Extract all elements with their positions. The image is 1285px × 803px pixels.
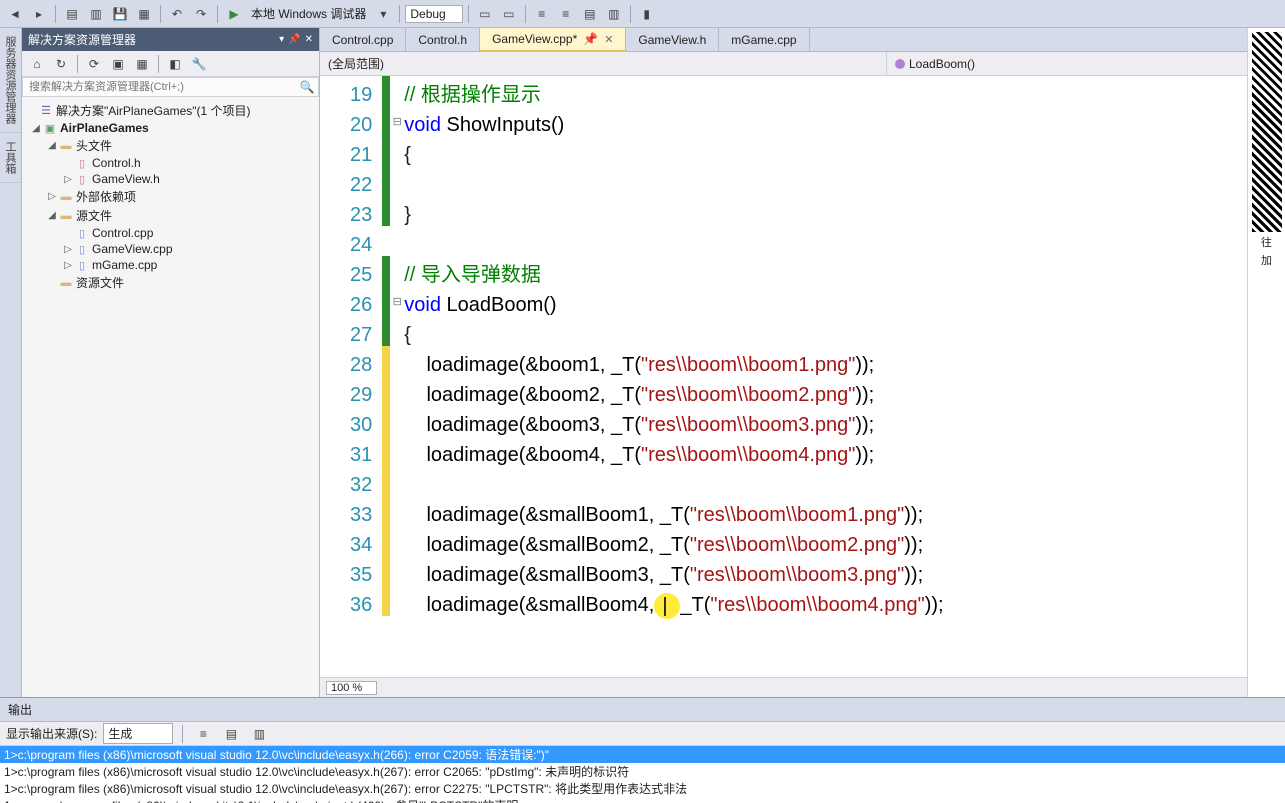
solution-explorer: 解决方案资源管理器 ▾ 📌 ✕ ⌂ ↻ ⟳ ▣ ▦ ◧ 🔧 🔍 ☰解决方案"Ai… xyxy=(22,28,320,697)
open-icon[interactable]: ▥ xyxy=(85,3,107,25)
pin-icon[interactable]: 📌 xyxy=(583,32,598,46)
qr-hint1: 往 xyxy=(1261,234,1272,250)
qr-code-icon xyxy=(1252,32,1282,232)
output-panel: 输出 显示输出来源(S): 生成 ≡ ▤ ▥ 1>c:\program file… xyxy=(0,697,1285,803)
nav-back-icon[interactable]: ◄ xyxy=(4,3,26,25)
output-toolbar: 显示输出来源(S): 生成 ≡ ▤ ▥ xyxy=(0,722,1285,746)
main-toolbar: ◄ ▸ ▤ ▥ 💾 ▦ ↶ ↷ ▶ 本地 Windows 调试器 ▾ Debug… xyxy=(0,0,1285,28)
left-tool-tabs: 服务器资源管理器 工具箱 xyxy=(0,28,22,697)
refresh-icon[interactable]: ⟳ xyxy=(83,53,105,75)
code-editor[interactable]: 192021222324252627282930313233343536 ⊟⊟ … xyxy=(320,76,1247,677)
dropdown-icon[interactable]: ▾ xyxy=(279,34,284,45)
comment-icon[interactable]: ▤ xyxy=(579,3,601,25)
toolbox-tab[interactable]: 工具箱 xyxy=(0,133,21,183)
zoom-combo[interactable]: 100 % xyxy=(326,681,377,695)
wrench-icon[interactable]: 🔧 xyxy=(188,53,210,75)
editor-tabs: Control.cpp Control.h GameView.cpp*📌✕ Ga… xyxy=(320,28,1247,52)
back-icon[interactable]: ↻ xyxy=(50,53,72,75)
new-icon[interactable]: ▤ xyxy=(61,3,83,25)
save-icon[interactable]: 💾 xyxy=(109,3,131,25)
scope-combo[interactable]: (全局范围) xyxy=(320,52,887,75)
showall-icon[interactable]: ▦ xyxy=(131,53,153,75)
solution-node[interactable]: ☰解决方案"AirPlaneGames"(1 个项目) xyxy=(22,101,319,120)
folder-external[interactable]: ▷▬外部依赖项 xyxy=(22,187,319,206)
tool-icon-1[interactable]: ▭ xyxy=(474,3,496,25)
explorer-search[interactable]: 🔍 xyxy=(22,77,319,97)
dropdown-icon[interactable]: ▾ xyxy=(372,3,394,25)
undo-icon[interactable]: ↶ xyxy=(166,3,188,25)
code-lines[interactable]: // 根据操作显示void ShowInputs(){}// 导入导弹数据voi… xyxy=(404,76,1247,677)
uncomment-icon[interactable]: ▥ xyxy=(603,3,625,25)
tab-gameview-h[interactable]: GameView.h xyxy=(626,28,719,51)
redo-icon[interactable]: ↷ xyxy=(190,3,212,25)
file-gameview-cpp[interactable]: ▷▯GameView.cpp xyxy=(22,241,319,257)
search-input[interactable] xyxy=(23,78,296,96)
clear-icon[interactable]: ▤ xyxy=(220,723,242,745)
properties-icon[interactable]: ◧ xyxy=(164,53,186,75)
project-node[interactable]: ◢▣AirPlaneGames xyxy=(22,120,319,136)
tab-gameview-cpp[interactable]: GameView.cpp*📌✕ xyxy=(480,28,626,52)
outline-column: ⊟⊟ xyxy=(390,76,404,677)
tab-mgame-cpp[interactable]: mGame.cpp xyxy=(719,28,809,51)
editor-area: Control.cpp Control.h GameView.cpp*📌✕ Ga… xyxy=(320,28,1247,697)
close-icon[interactable]: ✕ xyxy=(604,33,613,46)
member-combo[interactable]: LoadBoom() xyxy=(887,52,1247,75)
explorer-toolbar: ⌂ ↻ ⟳ ▣ ▦ ◧ 🔧 xyxy=(22,51,319,77)
debug-target-label[interactable]: 本地 Windows 调试器 xyxy=(247,5,370,22)
search-icon[interactable]: 🔍 xyxy=(296,80,318,94)
wrap-icon[interactable]: ▥ xyxy=(248,723,270,745)
output-body[interactable]: 1>c:\program files (x86)\microsoft visua… xyxy=(0,746,1285,803)
folder-headers[interactable]: ◢▬头文件 xyxy=(22,136,319,155)
nav-fwd-icon[interactable]: ▸ xyxy=(28,3,50,25)
bookmark-icon[interactable]: ▮ xyxy=(636,3,658,25)
file-control-cpp[interactable]: ▯Control.cpp xyxy=(22,225,319,241)
close-icon[interactable]: ✕ xyxy=(305,34,313,45)
indent-icon[interactable]: ≡ xyxy=(531,3,553,25)
file-gameview-h[interactable]: ▷▯GameView.h xyxy=(22,171,319,187)
output-source-combo[interactable]: 生成 xyxy=(103,723,173,744)
file-mgame-cpp[interactable]: ▷▯mGame.cpp xyxy=(22,257,319,273)
server-explorer-tab[interactable]: 服务器资源管理器 xyxy=(0,28,21,133)
saveall-icon[interactable]: ▦ xyxy=(133,3,155,25)
collapse-icon[interactable]: ▣ xyxy=(107,53,129,75)
folder-sources[interactable]: ◢▬源文件 xyxy=(22,206,319,225)
tab-control-cpp[interactable]: Control.cpp xyxy=(320,28,406,51)
zoom-bar: 100 % xyxy=(320,677,1247,697)
solution-tree: ☰解决方案"AirPlaneGames"(1 个项目) ◢▣AirPlaneGa… xyxy=(22,97,319,697)
folder-resources[interactable]: ▬资源文件 xyxy=(22,273,319,292)
file-control-h[interactable]: ▯Control.h xyxy=(22,155,319,171)
output-title: 输出 xyxy=(0,698,1285,722)
goto-icon[interactable]: ≡ xyxy=(192,723,214,745)
home-icon[interactable]: ⌂ xyxy=(26,53,48,75)
method-icon xyxy=(895,59,905,69)
qr-side-panel: 往 加 xyxy=(1247,28,1285,697)
explorer-title: 解决方案资源管理器 xyxy=(28,31,136,48)
navigation-bar: (全局范围) LoadBoom() xyxy=(320,52,1247,76)
outdent-icon[interactable]: ≡ xyxy=(555,3,577,25)
pin-icon[interactable]: 📌 xyxy=(288,34,300,45)
change-markers xyxy=(382,76,390,677)
explorer-title-bar: 解决方案资源管理器 ▾ 📌 ✕ xyxy=(22,28,319,51)
config-combo[interactable]: Debug xyxy=(405,5,462,23)
tool-icon-2[interactable]: ▭ xyxy=(498,3,520,25)
play-icon[interactable]: ▶ xyxy=(223,3,245,25)
output-source-label: 显示输出来源(S): xyxy=(6,725,97,742)
line-gutter: 192021222324252627282930313233343536 xyxy=(320,76,382,677)
tab-control-h[interactable]: Control.h xyxy=(406,28,480,51)
qr-hint2: 加 xyxy=(1261,252,1272,268)
